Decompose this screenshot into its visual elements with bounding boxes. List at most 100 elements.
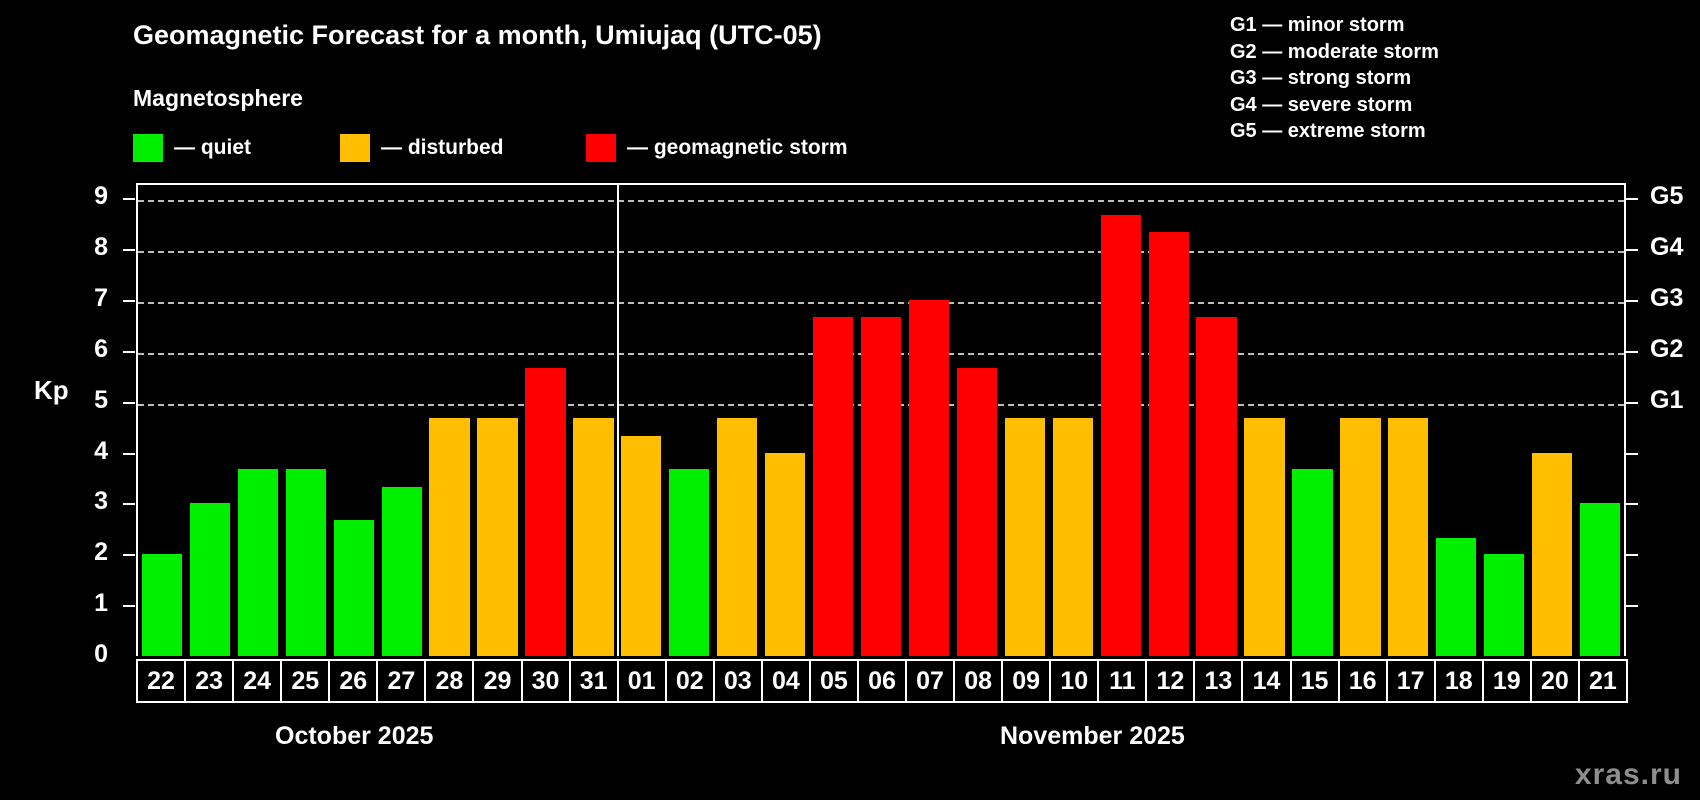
bar-cell (1145, 185, 1193, 656)
date-cell-03: 03 (712, 659, 763, 703)
bar-cell (713, 185, 761, 656)
bar-cell (1289, 185, 1337, 656)
date-cell-27: 27 (376, 659, 427, 703)
y-tick-label-4: 4 (94, 436, 108, 465)
bar-14 (1244, 418, 1285, 656)
bar-04 (765, 452, 806, 656)
gridline-kp-9 (138, 200, 1624, 203)
gridline-kp-7 (138, 301, 1624, 304)
g-tick-mark-G3 (1626, 299, 1638, 302)
y-tick-mark-6 (123, 350, 135, 353)
g-axis-minor-tick-4 (1626, 452, 1638, 455)
bar-cell (426, 185, 474, 656)
date-label: 14 (1252, 666, 1281, 695)
g-axis-minor-tick-3 (1626, 503, 1638, 506)
date-label: 31 (579, 666, 608, 695)
date-cell-29: 29 (472, 659, 523, 703)
bar-cell (522, 185, 570, 656)
date-label: 16 (1348, 666, 1377, 695)
bar-18 (1436, 537, 1477, 656)
g-scale-legend: G1 — minor storm G2 — moderate storm G3 — … (1230, 12, 1439, 145)
y-tick-mark-3 (123, 503, 135, 506)
date-label: 04 (771, 666, 800, 695)
bar-cell (378, 185, 426, 656)
date-cell-14: 14 (1241, 659, 1292, 703)
date-cell-07: 07 (905, 659, 956, 703)
bar-cell (1241, 185, 1289, 656)
g-legend-row-5: G5 — extreme storm (1230, 120, 1426, 142)
bar-series (138, 185, 1624, 656)
date-cell-08: 08 (953, 659, 1004, 703)
date-label: 30 (531, 666, 560, 695)
bar-cell (474, 185, 522, 656)
date-axis: 22 23 24 25 26 27 28 29 30 31 01 02 03 04 05 06 07 08 09 10… (136, 659, 1628, 703)
y-axis-title: Kp (34, 375, 69, 405)
bar-cell (234, 185, 282, 656)
y-tick-mark-9 (123, 198, 135, 201)
g-tick-label-G5: G5 (1650, 182, 1684, 211)
legend-storm-text: — geomagnetic storm (627, 136, 848, 159)
date-label: 19 (1492, 666, 1521, 695)
g-tick-mark-G5 (1626, 198, 1638, 201)
bar-cell (1480, 185, 1528, 656)
date-label: 17 (1396, 666, 1425, 695)
bar-15 (1292, 469, 1333, 656)
y-tick-mark-2 (123, 554, 135, 557)
legend-storm: — geomagnetic storm (586, 133, 848, 163)
bar-cell (186, 185, 234, 656)
plot-area (136, 183, 1626, 656)
date-cell-20: 20 (1529, 659, 1580, 703)
bar-23 (189, 503, 231, 656)
y-tick-label-9: 9 (94, 182, 108, 211)
date-label: 23 (195, 666, 223, 695)
y-tick-label-2: 2 (94, 538, 108, 567)
y-tick-mark-8 (123, 249, 135, 252)
date-label: 11 (1109, 666, 1136, 695)
g-tick-label-G1: G1 (1650, 385, 1684, 414)
date-label: 13 (1204, 666, 1233, 695)
magnetosphere-label: Magnetosphere (133, 85, 303, 111)
date-cell-22: 22 (136, 659, 187, 703)
legend-disturbed: — disturbed (340, 133, 504, 163)
g-tick-mark-G2 (1626, 350, 1638, 353)
bar-10 (1052, 418, 1093, 656)
date-cell-06: 06 (856, 659, 907, 703)
date-cell-25: 25 (280, 659, 331, 703)
gridline-kp-8 (138, 251, 1624, 254)
bar-28 (429, 418, 470, 656)
y-tick-mark-5 (123, 401, 135, 404)
bar-20 (1532, 452, 1573, 656)
date-label: 25 (291, 666, 320, 695)
g-axis-minor-tick-1 (1626, 605, 1638, 608)
legend-storm-swatch-icon (586, 134, 616, 162)
date-label: 03 (723, 666, 752, 695)
bar-13 (1196, 316, 1237, 656)
legend-quiet-swatch-icon (133, 134, 163, 162)
date-label: 21 (1589, 666, 1617, 695)
date-label: 20 (1540, 666, 1569, 695)
legend-quiet-text: — quiet (174, 136, 251, 159)
bar-11 (1100, 215, 1141, 656)
date-label: 01 (627, 666, 656, 695)
legend-disturbed-text: — disturbed (381, 136, 504, 159)
g-tick-mark-G4 (1626, 249, 1638, 252)
date-label: 18 (1444, 666, 1473, 695)
date-label: 15 (1300, 666, 1329, 695)
date-cell-04: 04 (760, 659, 811, 703)
bar-19 (1484, 554, 1525, 656)
y-tick-label-3: 3 (94, 487, 108, 516)
date-label: 06 (868, 666, 896, 695)
bar-cell (282, 185, 330, 656)
date-cell-28: 28 (424, 659, 475, 703)
bar-03 (717, 418, 758, 656)
g-legend-row-2: G2 — moderate storm (1230, 40, 1439, 63)
bar-21 (1579, 503, 1621, 656)
date-label: 08 (964, 666, 992, 695)
date-cell-15: 15 (1289, 659, 1340, 703)
date-label: 24 (243, 666, 272, 695)
date-label: 29 (483, 666, 512, 695)
y-tick-mark-7 (123, 299, 135, 302)
bar-16 (1340, 418, 1381, 656)
bar-22 (141, 554, 183, 656)
